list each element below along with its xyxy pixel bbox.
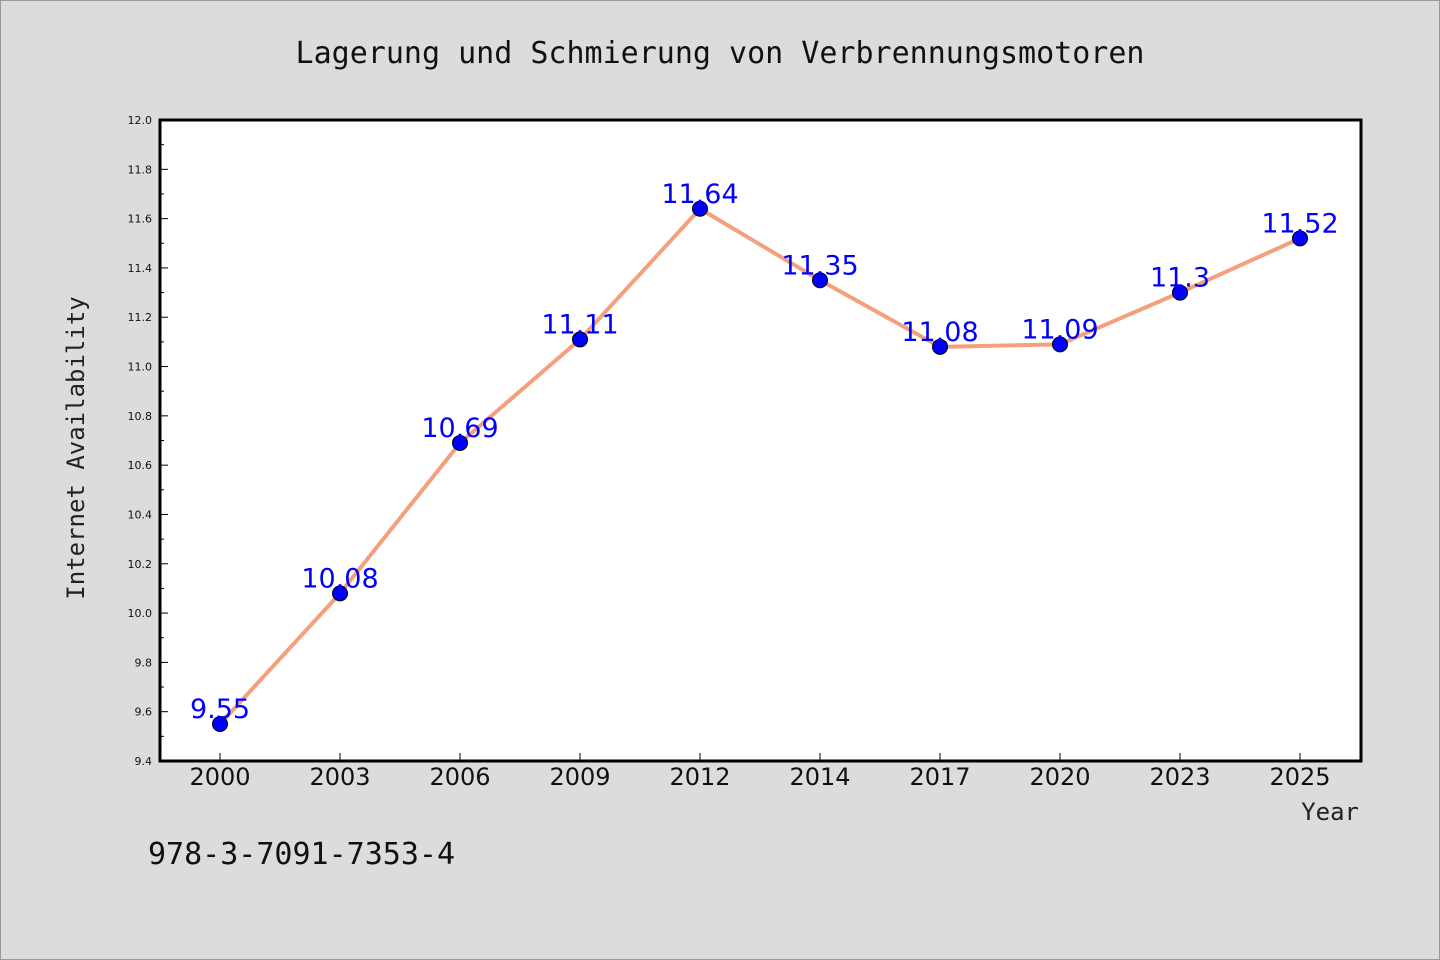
y-tick-label: 9.8 — [135, 656, 153, 669]
data-label: 11.09 — [1021, 314, 1098, 345]
plot-area — [158, 118, 1363, 763]
data-label: 11.08 — [901, 317, 978, 348]
y-tick-label: 11.2 — [128, 311, 153, 324]
x-tick-label: 2000 — [189, 763, 250, 791]
y-tick-label: 9.4 — [135, 755, 153, 768]
x-tick-label: 2025 — [1269, 763, 1330, 791]
data-point — [452, 434, 468, 451]
y-tick-label: 11.8 — [128, 163, 153, 176]
data-label: 9.55 — [190, 694, 250, 725]
series-group: 9.55 10.08 10.69 11.11 11.64 11.35 11.08 11.09 1… — [190, 179, 1339, 733]
data-label: 10.08 — [301, 563, 378, 594]
y-tick-label: 10.2 — [128, 558, 153, 571]
isbn-text: 978-3-7091-7353-4 — [148, 837, 455, 872]
x-axis: 2000 2003 2006 2009 2012 2014 2017 2020 2023 2025 — [189, 753, 1331, 791]
data-label: 11.52 — [1261, 208, 1338, 239]
data-point — [1292, 230, 1308, 247]
series-line — [218, 206, 1301, 726]
x-tick-label: 2020 — [1029, 763, 1090, 791]
y-tick-label: 11.6 — [128, 213, 153, 226]
y-tick-label: 10.6 — [128, 459, 153, 472]
y-tick-label: 10.8 — [128, 410, 153, 423]
data-point — [212, 716, 228, 733]
y-tick-label: 11.0 — [128, 361, 153, 374]
x-tick-label: 2003 — [309, 763, 370, 791]
data-label: 11.35 — [781, 250, 858, 281]
x-axis-label: Year — [1301, 798, 1359, 826]
data-point — [692, 200, 708, 217]
data-point — [812, 272, 828, 289]
data-label: 11.64 — [661, 179, 738, 210]
y-tick-label: 12.0 — [128, 114, 153, 127]
data-point — [1052, 336, 1068, 353]
y-axis-label: Internet Availability — [62, 296, 90, 599]
y-tick-label: 10.4 — [128, 508, 153, 521]
data-point — [572, 331, 588, 348]
x-tick-label: 2012 — [669, 763, 730, 791]
x-tick-label: 2009 — [549, 763, 610, 791]
x-tick-label: 2014 — [789, 763, 850, 791]
data-point — [1172, 284, 1188, 301]
data-label: 10.69 — [421, 413, 498, 444]
y-tick-label: 9.6 — [135, 706, 153, 719]
data-label: 11.3 — [1150, 263, 1210, 294]
y-tick-label: 10.0 — [128, 607, 153, 620]
y-axis: 9.4 9.6 9.8 10.0 10.2 10.4 10.6 10.8 11.0 11.2 11.… — [128, 114, 168, 768]
data-label: 11.11 — [541, 309, 618, 340]
data-point — [332, 585, 348, 602]
data-point — [932, 338, 948, 355]
x-tick-label: 2023 — [1149, 763, 1210, 791]
x-tick-label: 2006 — [429, 763, 490, 791]
y-tick-label: 11.4 — [128, 262, 153, 275]
x-tick-label: 2017 — [909, 763, 970, 791]
chart-title: Lagerung und Schmierung von Verbrennungs… — [296, 36, 1145, 71]
